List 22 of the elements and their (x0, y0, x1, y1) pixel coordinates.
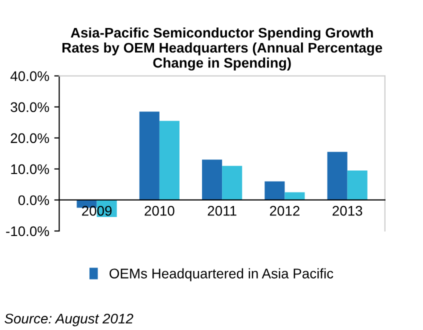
x-tick-label: 2013 (332, 206, 362, 216)
y-tick-label: 20.0% (10, 133, 50, 144)
x-tick-label: 2009 (82, 206, 112, 216)
bar (202, 160, 222, 200)
source-note: Source: August 2012 (4, 314, 134, 326)
bar (347, 170, 368, 200)
x-tick-label: 2010 (144, 206, 174, 216)
y-tick-label: -10.0% (6, 226, 50, 236)
bar (264, 181, 285, 200)
legend-label: OEMs Headquartered in Asia Pacific (110, 268, 334, 282)
bar (222, 166, 242, 200)
y-tick-label: 40.0% (10, 71, 50, 82)
bar (139, 112, 160, 200)
bar (159, 120, 180, 200)
y-tick-label: 30.0% (10, 102, 50, 112)
y-tick-label: 10.0% (11, 164, 50, 174)
x-tick-label: 2011 (208, 206, 236, 216)
y-tick-label: 0.0% (18, 195, 50, 206)
chart-title: Asia-Pacific Semiconductor Spending Growth Rates by OEM Headquarters (Annual Percentage Change in Spending) (62, 27, 382, 71)
bar (327, 152, 348, 200)
x-tick-label: 2012 (270, 206, 300, 216)
bar (284, 192, 305, 200)
